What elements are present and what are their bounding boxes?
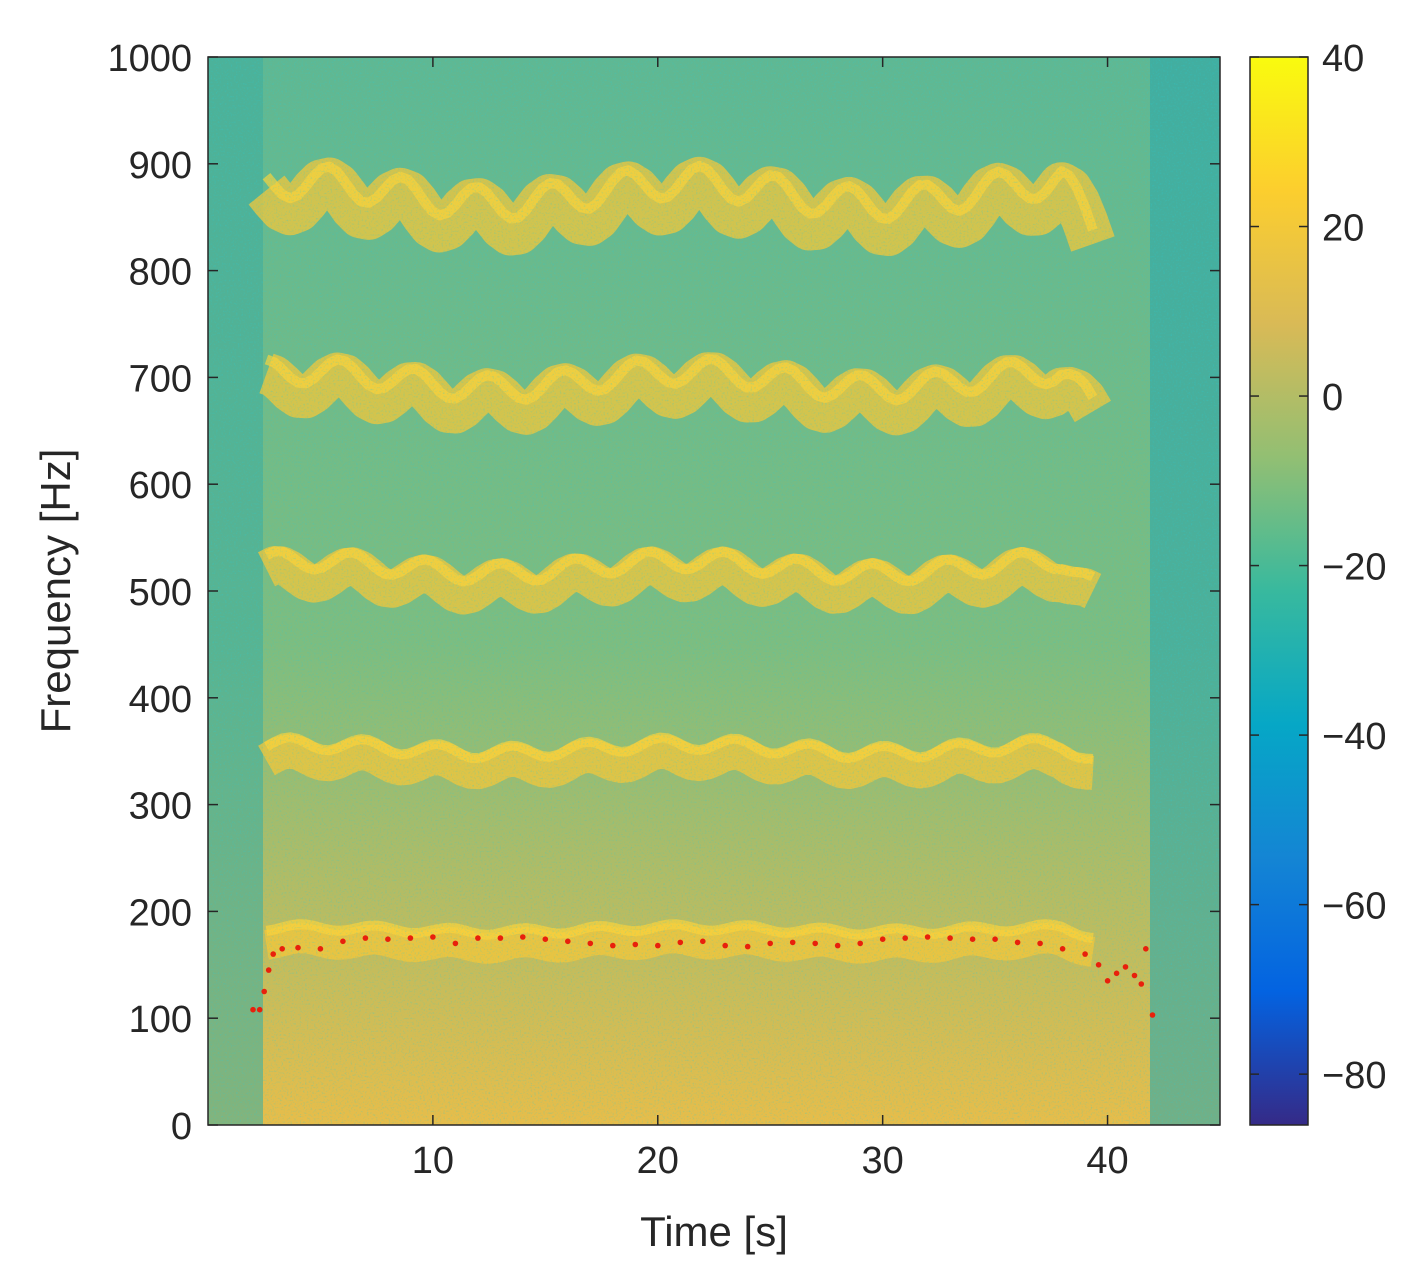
pitch-point — [279, 946, 286, 952]
y-tick-label: 200 — [129, 892, 192, 934]
pitch-point — [879, 936, 886, 942]
y-axis: 0 100 200 300 400 500 600 700 800 900 1000 — [107, 38, 1220, 1148]
pitch-point — [632, 941, 639, 948]
x-tick-label: 30 — [862, 1140, 904, 1182]
pitch-point — [677, 939, 684, 946]
spectrogram-noise — [208, 57, 1220, 1125]
pitch-track — [250, 934, 1156, 1018]
pitch-point — [340, 938, 346, 945]
colorbar-tick-label: 40 — [1322, 38, 1364, 80]
pitch-point — [385, 936, 391, 942]
x-tick-label: 40 — [1086, 1140, 1128, 1182]
x-tick-label: 20 — [637, 1140, 679, 1182]
colorbar-tick-label: −60 — [1322, 886, 1386, 928]
y-tick-label: 900 — [129, 145, 192, 187]
colorbar-tick-label: −80 — [1322, 1055, 1386, 1097]
pitch-point — [261, 988, 268, 995]
pitch-point — [565, 938, 571, 945]
pitch-point — [295, 944, 301, 951]
pitch-point — [317, 946, 324, 952]
pitch-point — [992, 936, 998, 942]
colorbar-tick-label: −40 — [1322, 716, 1386, 758]
pitch-point — [497, 935, 504, 941]
colorbar-tick-label: 0 — [1322, 377, 1343, 419]
pitch-point — [767, 940, 773, 947]
y-tick-label: 700 — [129, 358, 192, 400]
pitch-point — [722, 942, 728, 949]
y-tick-label: 800 — [129, 252, 192, 294]
pitch-point — [1104, 978, 1111, 984]
pitch-point — [947, 935, 953, 941]
pitch-point — [1113, 970, 1120, 977]
pitch-point — [812, 940, 818, 947]
pitch-point — [430, 934, 436, 940]
pitch-point — [362, 935, 369, 941]
pitch-point — [1122, 964, 1129, 970]
pitch-point — [587, 940, 594, 947]
colorbar-ticks: 40 20 0 −20 −40 −60 −80 — [1250, 38, 1386, 1097]
pitch-point — [1131, 972, 1138, 979]
x-tick-label: 10 — [412, 1140, 454, 1182]
colorbar-gradient — [1250, 57, 1308, 1125]
pitch-point — [256, 1006, 263, 1013]
colorbar-tick-label: −20 — [1322, 547, 1386, 589]
colorbar-tick-label: 20 — [1322, 208, 1364, 250]
pitch-point — [542, 936, 549, 942]
y-tick-label: 600 — [129, 465, 192, 507]
pitch-point — [902, 935, 908, 941]
spectrogram-plot — [208, 57, 1220, 1125]
colorbar-frame — [1249, 56, 1309, 1126]
y-tick-label: 300 — [129, 786, 192, 828]
pitch-point — [610, 942, 616, 949]
pitch-point — [1037, 940, 1043, 947]
pitch-point — [1014, 939, 1021, 946]
pitch-point — [407, 935, 414, 941]
y-axis-label: Frequency [Hz] — [32, 449, 79, 734]
pitch-point — [834, 942, 841, 949]
x-axis-label: Time [s] — [640, 1208, 788, 1255]
pitch-point — [857, 940, 863, 947]
pitch-point — [1138, 981, 1145, 987]
pitch-point — [475, 935, 481, 941]
pitch-point — [1143, 946, 1149, 952]
pitch-point — [250, 1006, 256, 1013]
pitch-point — [520, 934, 526, 940]
pitch-point — [265, 967, 272, 973]
x-axis: 10 20 30 40 — [412, 57, 1129, 1182]
colorbar: 40 20 0 −20 −40 −60 −80 — [1249, 38, 1386, 1126]
y-tick-label: 1000 — [107, 38, 192, 80]
pitch-point — [270, 951, 277, 957]
y-tick-label: 500 — [129, 572, 192, 614]
pitch-point — [1149, 1012, 1156, 1018]
y-tick-label: 400 — [129, 679, 192, 721]
pitch-point — [789, 939, 796, 946]
pitch-point — [969, 936, 976, 942]
y-tick-label: 0 — [171, 1106, 192, 1148]
pitch-point — [1059, 946, 1066, 952]
pitch-point — [1082, 951, 1088, 957]
pitch-point — [744, 943, 751, 950]
pitch-point — [452, 940, 459, 947]
pitch-point — [924, 934, 931, 940]
pitch-point — [700, 938, 706, 945]
pitch-point — [655, 942, 661, 949]
pitch-point — [1095, 962, 1102, 968]
y-tick-label: 100 — [129, 999, 192, 1041]
